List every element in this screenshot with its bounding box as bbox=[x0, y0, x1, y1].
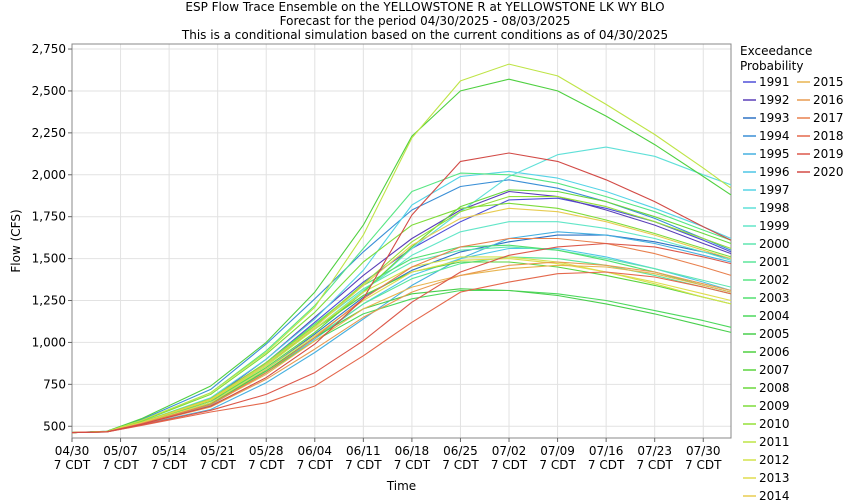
y-tick-label: 1,500 bbox=[32, 252, 66, 266]
x-tick-label-date: 05/21 bbox=[200, 444, 235, 458]
legend-label-2006: 2006 bbox=[759, 345, 790, 359]
legend: 1991 1992 1993 1994 1995 1996 1997 1998 1999 2000… bbox=[743, 75, 844, 500]
x-tick-label-tz: 7 CDT bbox=[539, 458, 576, 472]
series-line-2018 bbox=[71, 271, 732, 434]
x-tick-label-date: 05/14 bbox=[152, 444, 187, 458]
x-tick-label-date: 05/28 bbox=[249, 444, 284, 458]
legend-title-text: Exceedance Probability bbox=[740, 44, 813, 73]
legend-label-2004: 2004 bbox=[759, 309, 790, 323]
series-lines bbox=[71, 63, 732, 434]
series-line-2011 bbox=[71, 63, 732, 434]
x-tick-label-tz: 7 CDT bbox=[199, 458, 236, 472]
x-tick-label-date: 07/23 bbox=[637, 444, 672, 458]
series-line-1998 bbox=[71, 146, 732, 434]
x-tick-label-date: 07/09 bbox=[540, 444, 575, 458]
series-line-2009 bbox=[71, 202, 732, 434]
legend-label-1993: 1993 bbox=[759, 111, 790, 125]
chart-subtitle-conditions: This is a conditional simulation based o… bbox=[181, 28, 669, 42]
legend-label-1997: 1997 bbox=[759, 183, 790, 197]
x-tick-label-tz: 7 CDT bbox=[102, 458, 139, 472]
series-line-2002 bbox=[71, 172, 732, 434]
legend-label-1994: 1994 bbox=[759, 129, 790, 143]
series-line-1995 bbox=[71, 231, 732, 434]
legend-label-2008: 2008 bbox=[759, 381, 790, 395]
plot-area bbox=[71, 43, 732, 439]
legend-label-2005: 2005 bbox=[759, 327, 790, 341]
series-line-2019 bbox=[71, 242, 732, 434]
series-line-2015 bbox=[71, 264, 732, 434]
series-line-2020 bbox=[71, 152, 732, 434]
x-tick-label-date: 04/30 bbox=[55, 444, 90, 458]
series-line-2008 bbox=[71, 189, 732, 434]
y-tick-label: 750 bbox=[43, 377, 66, 391]
legend-label-2000: 2000 bbox=[759, 237, 790, 251]
x-tick-label-tz: 7 CDT bbox=[54, 458, 91, 472]
x-tick-label-tz: 7 CDT bbox=[248, 458, 285, 472]
legend-label-2018: 2018 bbox=[813, 129, 844, 143]
legend-label-1995: 1995 bbox=[759, 147, 790, 161]
x-tick-label-date: 06/18 bbox=[395, 444, 430, 458]
x-tick-label-tz: 7 CDT bbox=[442, 458, 479, 472]
y-tick-label: 500 bbox=[43, 419, 66, 433]
series-line-1994 bbox=[71, 179, 732, 434]
y-tick-label: 2,500 bbox=[32, 84, 66, 98]
grid-lines bbox=[71, 44, 731, 438]
legend-label-2012: 2012 bbox=[759, 453, 790, 467]
x-tick-label-date: 07/02 bbox=[492, 444, 527, 458]
legend-label-1999: 1999 bbox=[759, 219, 790, 233]
legend-label-2014: 2014 bbox=[759, 489, 790, 500]
legend-label-2010: 2010 bbox=[759, 417, 790, 431]
x-tick-label-date: 06/04 bbox=[297, 444, 332, 458]
x-tick-label-tz: 7 CDT bbox=[685, 458, 722, 472]
legend-label-2020: 2020 bbox=[813, 165, 844, 179]
legend-label-2013: 2013 bbox=[759, 471, 790, 485]
chart-subtitle-period: Forecast for the period 04/30/2025 - 08/… bbox=[279, 14, 571, 28]
y-axis: 500 750 1,000 1,250 1,500 1,750 2,000 2,250 2,50… bbox=[32, 42, 72, 433]
chart-title: ESP Flow Trace Ensemble on the YELLOWSTO… bbox=[185, 0, 665, 14]
y-tick-label: 1,250 bbox=[32, 294, 66, 308]
legend-label-2016: 2016 bbox=[813, 93, 844, 107]
legend-label-1998: 1998 bbox=[759, 201, 790, 215]
legend-label-2019: 2019 bbox=[813, 147, 844, 161]
x-tick-label-date: 05/07 bbox=[103, 444, 138, 458]
legend-label-2017: 2017 bbox=[813, 111, 844, 125]
y-tick-label: 2,250 bbox=[32, 126, 66, 140]
x-tick-label-tz: 7 CDT bbox=[297, 458, 334, 472]
legend-label-2015: 2015 bbox=[813, 75, 844, 89]
legend-label-2001: 2001 bbox=[759, 255, 790, 269]
x-tick-label-tz: 7 CDT bbox=[151, 458, 188, 472]
legend-label-2009: 2009 bbox=[759, 399, 790, 413]
x-tick-label-tz: 7 CDT bbox=[345, 458, 382, 472]
series-line-2013 bbox=[71, 258, 732, 434]
x-tick-label-date: 07/16 bbox=[589, 444, 624, 458]
x-tick-label-date: 06/25 bbox=[443, 444, 478, 458]
legend-label-2002: 2002 bbox=[759, 273, 790, 287]
x-tick-label-date: 06/11 bbox=[346, 444, 381, 458]
y-tick-label: 1,750 bbox=[32, 210, 66, 224]
y-tick-label: 1,000 bbox=[32, 335, 66, 349]
legend-title: Exceedance Probability bbox=[740, 44, 850, 74]
x-tick-label-tz: 7 CDT bbox=[491, 458, 528, 472]
legend-label-1992: 1992 bbox=[759, 93, 790, 107]
y-tick-label: 2,000 bbox=[32, 168, 66, 182]
series-line-2006 bbox=[71, 78, 732, 434]
legend-label-2003: 2003 bbox=[759, 291, 790, 305]
y-axis-label: Flow (CFS) bbox=[9, 209, 23, 272]
x-tick-label-tz: 7 CDT bbox=[636, 458, 673, 472]
x-tick-label-tz: 7 CDT bbox=[394, 458, 431, 472]
legend-label-2007: 2007 bbox=[759, 363, 790, 377]
x-tick-label-tz: 7 CDT bbox=[588, 458, 625, 472]
x-axis-label: Time bbox=[386, 479, 416, 493]
series-line-2017 bbox=[71, 237, 732, 434]
x-tick-label-date: 07/30 bbox=[686, 444, 721, 458]
series-line-2014 bbox=[71, 207, 732, 434]
legend-label-2011: 2011 bbox=[759, 435, 790, 449]
legend-label-1996: 1996 bbox=[759, 165, 790, 179]
y-tick-label: 2,750 bbox=[32, 42, 66, 56]
legend-label-1991: 1991 bbox=[759, 75, 790, 89]
